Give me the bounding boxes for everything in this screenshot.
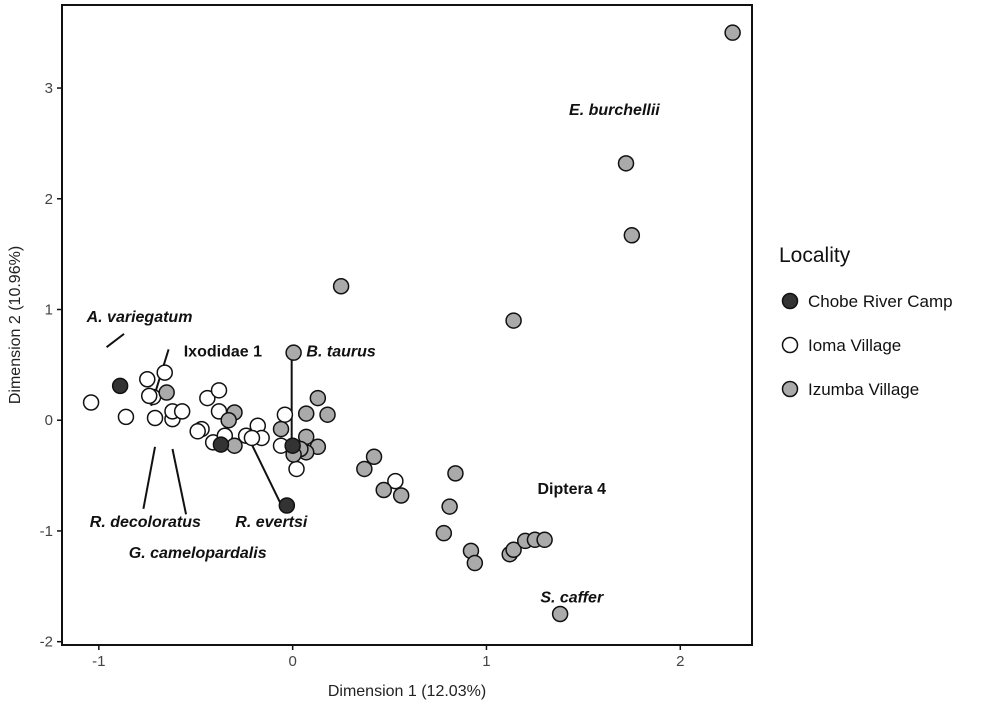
data-point-ioma-village	[156, 364, 173, 381]
legend-marker-ioma	[781, 336, 799, 354]
annotation-label: Diptera 4	[538, 481, 607, 498]
legend-label-ioma: Ioma Village	[808, 336, 901, 355]
data-point-ioma-village	[189, 423, 206, 440]
annotation-label: S. caffer	[540, 589, 604, 606]
data-point-ioma-village	[243, 429, 261, 447]
data-point-ioma-village	[288, 460, 305, 478]
legend: Locality Chobe River Camp Ioma Village I…	[779, 244, 953, 399]
data-point-ioma-village	[210, 382, 228, 399]
legend-label-chobe: Chobe River Camp	[808, 292, 953, 311]
annotation-label: R. evertsi	[235, 514, 308, 531]
data-point-izumba-village	[447, 465, 464, 482]
data-point-ioma-village	[117, 408, 135, 426]
data-point-izumba-village	[356, 460, 373, 478]
data-point-izumba-village	[158, 384, 175, 401]
data-point-izumba-village	[226, 437, 243, 454]
y-tick-label: 1	[45, 301, 53, 318]
data-point-izumba-village	[551, 605, 569, 623]
data-point-ioma-village	[139, 371, 156, 388]
x-tick-label: 1	[482, 653, 490, 670]
legend-marker-chobe	[781, 292, 799, 310]
data-point-ioma-village	[173, 403, 191, 420]
data-point-ioma-village	[199, 389, 216, 407]
data-point-izumba-village	[623, 227, 641, 244]
data-point-ioma-village	[387, 472, 404, 490]
data-point-izumba-village	[466, 554, 484, 572]
annotation-leader-line	[142, 446, 157, 509]
data-point-izumba-village	[435, 524, 453, 542]
annotation-label: A. variegatum	[86, 309, 193, 326]
annotation-leader-line	[171, 448, 188, 515]
y-tick-label: 3	[45, 80, 53, 97]
y-tick-label: 2	[45, 191, 53, 208]
data-point-chobe-river-camp	[111, 377, 129, 395]
legend-marker-izumba	[781, 380, 799, 398]
data-point-izumba-village	[536, 531, 553, 549]
data-point-izumba-village	[505, 541, 522, 559]
annotation-leader-line	[105, 333, 125, 348]
annotation-label: E. burchellii	[569, 102, 660, 119]
data-point-izumba-village	[505, 312, 522, 329]
annotation-label: B. taurus	[306, 343, 375, 360]
x-tick-label: 0	[288, 653, 296, 670]
legend-title: Locality	[779, 244, 851, 267]
x-tick-label: 2	[676, 653, 684, 670]
data-point-izumba-village	[441, 498, 458, 515]
data-point-izumba-village	[297, 405, 315, 422]
x-tick-label: -1	[92, 653, 105, 670]
data-point-izumba-village	[220, 411, 237, 429]
annotation-label: R. decoloratus	[90, 514, 201, 531]
y-tick-label: 0	[45, 412, 53, 429]
data-point-chobe-river-camp	[212, 436, 230, 453]
y-tick-label: -1	[40, 523, 53, 540]
data-point-izumba-village	[309, 389, 327, 407]
annotation-label: Ixodidae 1	[184, 343, 262, 360]
annotation-leader-line	[247, 436, 282, 505]
data-point-izumba-village	[375, 481, 392, 499]
annotation-label: G. camelopardalis	[129, 545, 267, 562]
data-point-izumba-village	[392, 487, 410, 504]
data-point-ioma-village	[146, 409, 164, 427]
x-axis-label: Dimension 1 (12.03%)	[328, 683, 486, 700]
y-axis-label: Dimension 2 (10.96%)	[7, 246, 24, 404]
legend-label-izumba: Izumba Village	[808, 380, 919, 399]
data-point-izumba-village	[365, 448, 383, 466]
data-point-ioma-village	[276, 406, 294, 423]
plot-area: E. burchellii A. variegatum Ixodidae 1 B. t…	[82, 24, 741, 623]
data-point-ioma-village	[140, 387, 158, 405]
data-point-izumba-village	[319, 406, 336, 423]
data-point-chobe-river-camp	[284, 437, 301, 454]
data-point-izumba-village	[332, 277, 350, 295]
data-point-izumba-village	[724, 24, 741, 41]
data-point-izumba-village	[285, 344, 302, 361]
data-point-chobe-river-camp	[278, 497, 296, 514]
axis-ticks: -1 0 1 2 -2 -1 0 1 2 3	[40, 80, 685, 670]
data-point-ioma-village	[82, 394, 100, 411]
plot-frame	[61, 4, 753, 646]
data-point-izumba-village	[617, 155, 635, 172]
data-point-izumba-village	[272, 420, 290, 438]
y-tick-label: -2	[40, 634, 53, 651]
